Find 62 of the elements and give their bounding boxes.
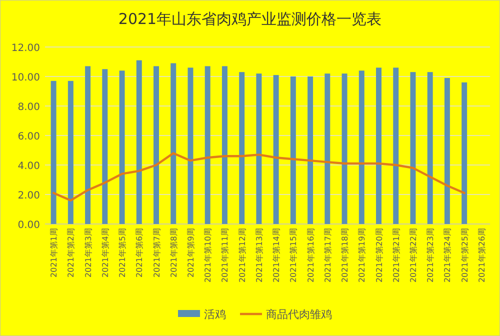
bar [50,80,56,224]
x-tick-label: 2021年第23周 [426,228,436,283]
y-tick-label: 12.00 [11,43,40,54]
x-tick-label: 2021年第15周 [289,228,298,283]
x-tick-label: 2021年第13周 [254,228,264,283]
x-tick-label: 2021年第9周 [186,228,196,278]
x-tick-label: 2021年第11周 [220,228,230,283]
y-tick-label: 2.00 [18,190,40,202]
bar [136,60,142,224]
bar [308,76,314,224]
bar [324,74,330,224]
x-tick-label: 2021年第24周 [443,228,452,283]
x-tick-label: 2021年第18周 [340,228,350,283]
x-tick-label: 2021年第10周 [204,228,213,283]
y-tick-label: 10.00 [11,72,40,84]
x-tick-label: 2021年第1周 [50,228,59,278]
x-tick-label: 2021年第21周 [392,228,401,283]
bar [410,72,416,224]
x-tick-label: 2021年第12周 [238,228,247,283]
y-tick-label: 0.00 [18,220,40,231]
bar [85,66,91,224]
bar [222,66,228,224]
line-series [52,152,466,202]
bar [239,72,245,224]
x-tick-label: 2021年第14周 [272,228,282,283]
bar [170,63,176,224]
bar [256,74,262,224]
x-tick-label: 2021年第22周 [408,228,418,283]
x-tick-label: 2021年第16周 [306,228,316,283]
x-tick-label: 2021年第20周 [374,228,384,283]
x-tick-label: 2021年第5周 [118,228,128,278]
x-tick-label: 2021年第3周 [84,228,93,278]
x-tick-label: 2021年第19周 [358,228,367,283]
bar [204,66,210,224]
y-tick-label: 8.00 [18,102,40,113]
bar [154,66,159,224]
chart-title: 2021年山东省肉鸡产业监测价格一览表 [118,10,382,28]
bar [119,70,125,224]
bar [427,72,433,224]
bar [393,68,399,224]
bar [462,82,468,224]
x-tick-label: 2021年第17周 [323,228,332,283]
bar [290,76,296,224]
bar [188,68,194,224]
y-tick-label: 4.00 [18,161,40,172]
bar [342,74,348,224]
x-tick-label: 2021年第2周 [66,228,76,278]
x-tick-label: 2021年第8周 [169,228,178,278]
x-tick-label: 2021年第25周 [460,228,470,283]
bar [376,68,382,224]
bar [358,70,364,224]
x-tick-label: 2021年第26周 [477,228,486,283]
bar [444,78,450,224]
x-tick-label: 2021年第7周 [152,228,162,278]
bar [68,80,74,224]
x-tick-label: 2021年第6周 [135,228,144,278]
x-tick-label: 2021年第4周 [100,228,110,278]
bar [273,75,279,224]
y-tick-label: 6.00 [18,132,40,142]
legend-label: 商品代肉雏鸡 [266,308,332,321]
bar [102,69,108,224]
legend-label: 活鸡 [204,308,226,321]
